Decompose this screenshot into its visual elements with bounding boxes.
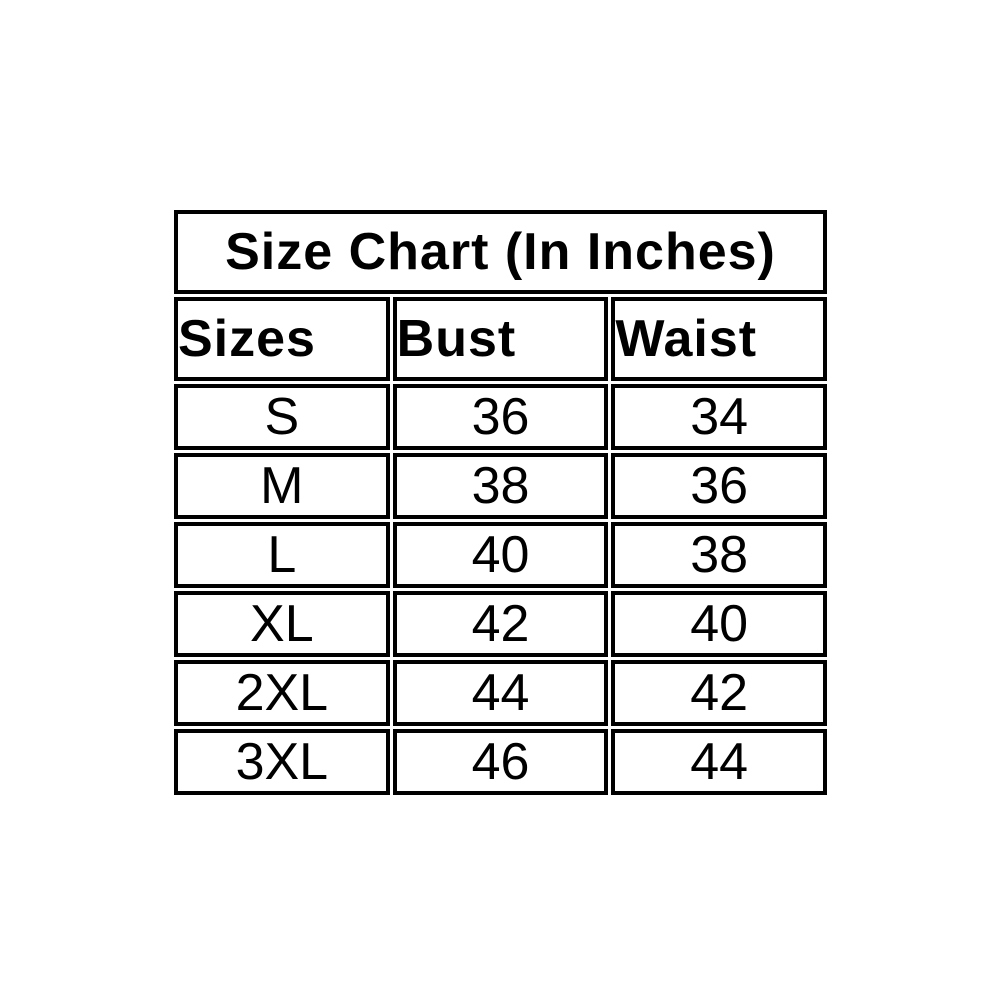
waist-cell: 44	[611, 729, 827, 795]
size-cell: M	[174, 453, 390, 519]
table-row: L 40 38	[174, 522, 827, 588]
title-row: Size Chart (In Inches)	[174, 210, 827, 294]
size-cell: 2XL	[174, 660, 390, 726]
table-row: M 38 36	[174, 453, 827, 519]
bust-cell: 36	[392, 384, 609, 450]
bust-cell: 38	[392, 453, 609, 519]
column-header-waist: Waist	[611, 297, 827, 381]
table-title: Size Chart (In Inches)	[174, 210, 827, 294]
bust-cell: 46	[392, 729, 609, 795]
bust-cell: 44	[392, 660, 609, 726]
table-row: 3XL 46 44	[174, 729, 827, 795]
size-cell: XL	[174, 591, 390, 657]
table-row: 2XL 44 42	[174, 660, 827, 726]
waist-cell: 36	[611, 453, 827, 519]
table-row: XL 42 40	[174, 591, 827, 657]
size-chart-table: Size Chart (In Inches) Sizes Bust Waist …	[171, 207, 830, 798]
bust-cell: 40	[392, 522, 609, 588]
header-row: Sizes Bust Waist	[174, 297, 827, 381]
size-cell: 3XL	[174, 729, 390, 795]
column-header-sizes: Sizes	[174, 297, 390, 381]
table-row: S 36 34	[174, 384, 827, 450]
waist-cell: 34	[611, 384, 827, 450]
size-cell: S	[174, 384, 390, 450]
waist-cell: 40	[611, 591, 827, 657]
size-cell: L	[174, 522, 390, 588]
column-header-bust: Bust	[392, 297, 609, 381]
bust-cell: 42	[392, 591, 609, 657]
waist-cell: 42	[611, 660, 827, 726]
waist-cell: 38	[611, 522, 827, 588]
